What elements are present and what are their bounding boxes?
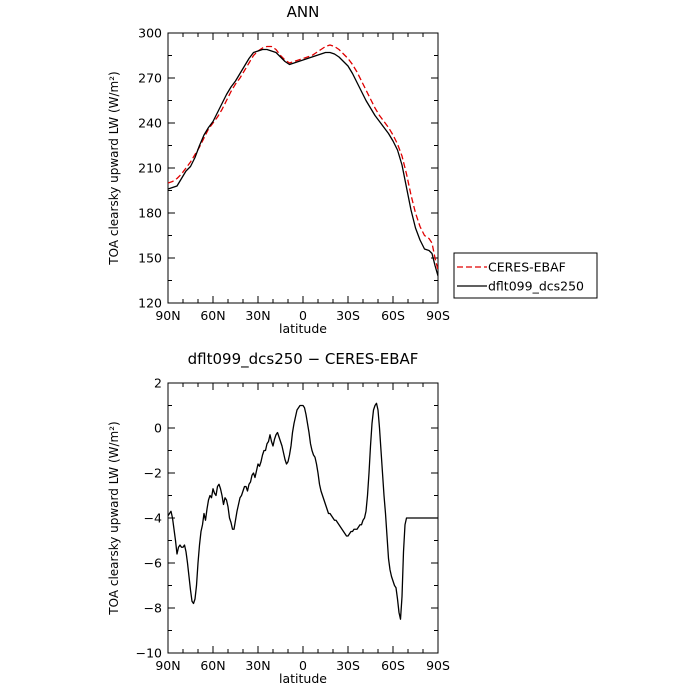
legend-label: CERES-EBAF <box>488 260 566 275</box>
chart-title: dflt099_dcs250 − CERES-EBAF <box>188 350 419 369</box>
x-tick-label: 0 <box>299 658 307 673</box>
x-tick-label: 90N <box>155 308 180 323</box>
top-panel-difference-free-comparison: ANN 90N 60N 30N 0 30S 60S 90S 120 150 180 210 240 270… <box>107 3 450 336</box>
y-tick-label: −8 <box>144 601 162 616</box>
y-tick-label: −6 <box>144 556 162 571</box>
x-tick-label: 90N <box>155 658 180 673</box>
y-tick-label: −10 <box>136 646 162 661</box>
bottom-panel-difference: dflt099_dcs250 − CERES-EBAF 90N 60N 30N 0 30S… <box>107 350 450 686</box>
series-line-ceres-ebaf <box>168 44 438 271</box>
y-tick-label: 300 <box>138 26 162 41</box>
series-line-difference <box>168 402 438 620</box>
x-tick-label: 60S <box>381 308 405 323</box>
legend-box <box>453 252 598 299</box>
x-tick-label: 30N <box>245 308 270 323</box>
y-axis-label: TOA clearsky upward LW (W/m²) <box>107 421 121 615</box>
x-tick-label: 60N <box>200 658 225 673</box>
y-tick-label: 120 <box>138 296 162 311</box>
x-tick-label: 30S <box>336 308 360 323</box>
x-tick-label: 90S <box>426 308 450 323</box>
y-tick-label: 2 <box>154 376 162 391</box>
x-tick-label: 30S <box>336 658 360 673</box>
x-tick-label: 30N <box>245 658 270 673</box>
legend-label: dflt099_dcs250 <box>488 279 584 294</box>
legend: CERES-EBAF dflt099_dcs250 <box>453 252 598 299</box>
chart-title: ANN <box>287 3 320 21</box>
y-axis-label: TOA clearsky upward LW (W/m²) <box>107 71 121 265</box>
y-tick-label: 210 <box>138 161 162 176</box>
plot-frame <box>167 382 439 654</box>
series-line-dflt099-dcs250 <box>168 48 438 277</box>
x-tick-label: 90S <box>426 658 450 673</box>
y-tick-label: 270 <box>138 71 162 86</box>
y-tick-label: 0 <box>154 421 162 436</box>
y-tick-label: −2 <box>144 466 162 481</box>
x-axis-label: latitude <box>279 671 327 686</box>
y-tick-label: 180 <box>138 206 162 221</box>
x-tick-label: 0 <box>299 308 307 323</box>
y-tick-label: 240 <box>138 116 162 131</box>
y-tick-label: −4 <box>144 511 162 526</box>
plot-frame <box>167 32 439 304</box>
x-axis-label: latitude <box>279 321 327 336</box>
x-tick-label: 60S <box>381 658 405 673</box>
y-tick-label: 150 <box>138 251 162 266</box>
x-tick-label: 60N <box>200 308 225 323</box>
